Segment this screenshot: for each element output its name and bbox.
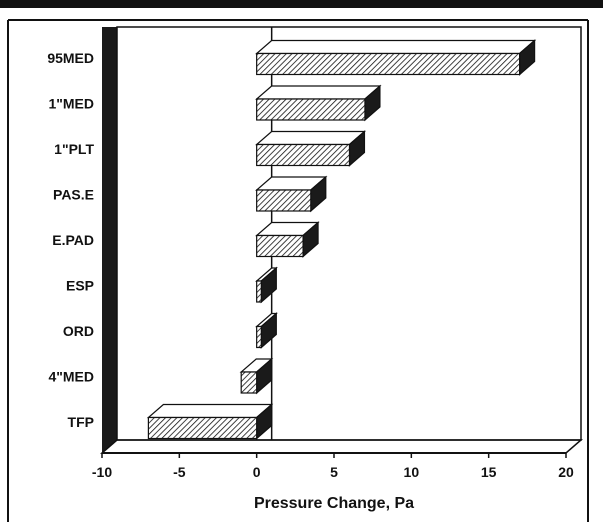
bar-top-face: [255, 130, 367, 146]
category-label: PAS.E: [53, 187, 94, 203]
bar: [255, 312, 278, 349]
floor: [99, 439, 584, 454]
category-label: 4"MED: [48, 369, 94, 385]
bar: [255, 221, 320, 258]
bar-top-face: [255, 85, 382, 100]
bar: [255, 84, 382, 122]
back-wall: [116, 26, 582, 441]
top-band: [0, 0, 603, 8]
category-label: 1"PLT: [54, 141, 94, 157]
bar: [146, 403, 274, 440]
bar-front-face: [256, 234, 304, 258]
plot-box: [99, 26, 584, 454]
category-labels: 95MED 1"MED 1"PLT PAS.E E.PAD ESP ORD 4"MED TFP: [47, 50, 94, 430]
bar: [255, 39, 537, 76]
bar-front-face: [256, 189, 312, 212]
bar: [255, 130, 367, 167]
category-label: ORD: [63, 323, 94, 339]
x-ticks: -10 -5 0 5 10 15 20: [92, 453, 574, 480]
bar-top-face: [255, 39, 537, 55]
x-tick-label: -5: [173, 464, 186, 480]
bar-front-face: [256, 52, 521, 76]
category-label: ESP: [66, 278, 94, 294]
left-wall: [102, 27, 117, 453]
bar: [255, 266, 278, 304]
bar: [255, 175, 328, 213]
bar: [239, 357, 274, 395]
x-tick-label: 0: [253, 464, 261, 480]
outer-frame: [7, 19, 589, 522]
category-label: E.PAD: [52, 232, 94, 248]
x-axis-title: Pressure Change, Pa: [254, 495, 414, 512]
category-label: 95MED: [47, 50, 94, 66]
category-label: 1"MED: [48, 96, 94, 112]
bars-group: [146, 39, 537, 440]
bar-front-face: [256, 325, 262, 349]
x-tick-label: 15: [481, 464, 497, 480]
bar-front-face: [240, 371, 258, 394]
bar-front-face: [256, 280, 262, 303]
x-tick-label: -10: [92, 464, 112, 480]
x-tick-label: 20: [558, 464, 574, 480]
bar-front-face: [256, 98, 366, 121]
bar-front-face: [147, 416, 258, 440]
category-label: TFP: [68, 414, 94, 430]
bar-front-face: [256, 143, 351, 167]
bar-top-face: [146, 403, 274, 419]
x-tick-label: 5: [330, 464, 338, 480]
x-tick-label: 10: [404, 464, 420, 480]
